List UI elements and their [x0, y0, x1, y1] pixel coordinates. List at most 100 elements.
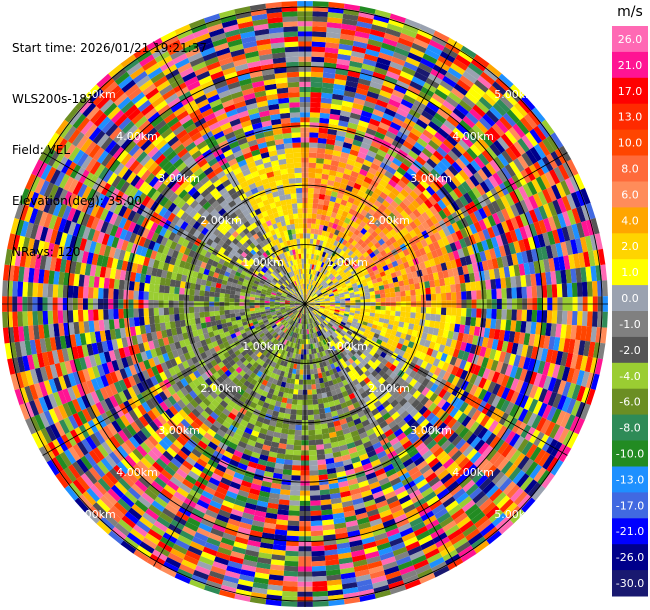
velocity-cell — [312, 269, 315, 275]
velocity-cell — [392, 276, 399, 283]
velocity-cell — [309, 297, 314, 302]
velocity-cell — [338, 292, 345, 296]
velocity-cell — [350, 300, 356, 303]
velocity-cell — [311, 555, 326, 562]
velocity-cell — [317, 292, 323, 297]
velocity-cell — [361, 63, 376, 72]
velocity-cell — [387, 262, 394, 270]
velocity-cell — [530, 321, 537, 335]
velocity-cell — [357, 238, 365, 246]
velocity-cell — [404, 215, 414, 225]
velocity-cell — [465, 282, 472, 292]
velocity-cell — [581, 311, 588, 327]
velocity-cell — [501, 255, 509, 268]
velocity-cell — [360, 241, 368, 249]
velocity-cell — [411, 271, 418, 279]
velocity-cell — [364, 292, 371, 297]
velocity-cell — [332, 263, 338, 270]
velocity-cell — [327, 291, 333, 295]
velocity-cell — [339, 182, 348, 190]
velocity-cell — [570, 268, 577, 283]
velocity-cell — [342, 95, 355, 103]
velocity-cell — [523, 113, 538, 129]
velocity-cell — [324, 299, 330, 302]
velocity-cell — [374, 241, 382, 249]
velocity-cell — [313, 294, 318, 299]
velocity-cell — [407, 203, 417, 213]
velocity-cell — [490, 279, 497, 290]
velocity-cell — [307, 268, 310, 274]
velocity-cell — [405, 290, 411, 297]
velocity-cell — [282, 591, 298, 597]
velocity-cell — [344, 295, 351, 299]
velocity-cell — [486, 308, 492, 319]
velocity-cell — [482, 205, 492, 217]
velocity-cell — [446, 135, 458, 147]
velocity-cell — [358, 120, 370, 128]
velocity-cell — [398, 201, 408, 211]
velocity-cell — [565, 324, 572, 339]
velocity-cell — [365, 95, 378, 105]
velocity-cell — [310, 304, 316, 306]
velocity-cell — [309, 460, 318, 466]
velocity-cell — [308, 157, 317, 163]
velocity-cell — [334, 78, 347, 86]
velocity-cell — [323, 246, 329, 253]
velocity-cell — [566, 310, 573, 325]
velocity-cell — [418, 62, 433, 74]
velocity-cell — [312, 394, 318, 400]
velocity-cell — [475, 183, 486, 196]
velocity-cell — [465, 316, 472, 326]
velocity-cell — [463, 325, 471, 335]
velocity-cell — [385, 292, 391, 298]
velocity-cell — [314, 298, 320, 302]
velocity-cell — [316, 283, 321, 288]
velocity-cell — [326, 226, 332, 233]
velocity-cell — [327, 279, 332, 285]
velocity-cell — [308, 152, 317, 158]
velocity-cell — [365, 308, 371, 313]
velocity-cell — [327, 128, 338, 136]
velocity-cell — [389, 255, 397, 263]
velocity-cell — [442, 269, 449, 279]
velocity-cell — [409, 265, 417, 273]
velocity-cell — [511, 309, 517, 321]
velocity-cell — [455, 315, 462, 325]
velocity-cell — [319, 306, 325, 308]
velocity-cell — [403, 279, 410, 286]
velocity-cell — [315, 168, 323, 174]
velocity-cell — [296, 404, 303, 410]
velocity-cell — [504, 193, 515, 207]
velocity-cell — [389, 228, 398, 237]
velocity-cell — [561, 195, 572, 212]
velocity-cell — [369, 251, 376, 259]
velocity-cell — [310, 291, 314, 296]
velocity-cell — [366, 280, 373, 286]
velocity-cell — [565, 240, 574, 256]
velocity-cell — [377, 281, 384, 287]
velocity-cell — [309, 301, 315, 303]
velocity-cell — [378, 223, 386, 231]
velocity-cell — [329, 216, 336, 224]
velocity-cell — [307, 409, 314, 416]
velocity-cell — [473, 54, 490, 68]
velocity-cell — [280, 484, 291, 491]
velocity-cell — [481, 289, 487, 300]
velocity-cell — [370, 223, 378, 231]
velocity-cell — [563, 338, 571, 353]
velocity-cell — [454, 142, 467, 155]
velocity-cell — [318, 294, 324, 298]
velocity-cell — [424, 199, 434, 209]
velocity-cell — [313, 414, 321, 420]
velocity-cell — [285, 545, 299, 552]
velocity-cell — [309, 112, 321, 118]
velocity-cell — [315, 163, 324, 169]
velocity-cell — [374, 290, 381, 295]
velocity-cell — [468, 128, 481, 141]
velocity-cell — [325, 278, 331, 284]
velocity-cell — [382, 187, 392, 196]
velocity-cell — [309, 490, 321, 496]
velocity-cell — [326, 265, 331, 271]
velocity-cell — [392, 89, 405, 99]
velocity-cell — [314, 228, 319, 235]
